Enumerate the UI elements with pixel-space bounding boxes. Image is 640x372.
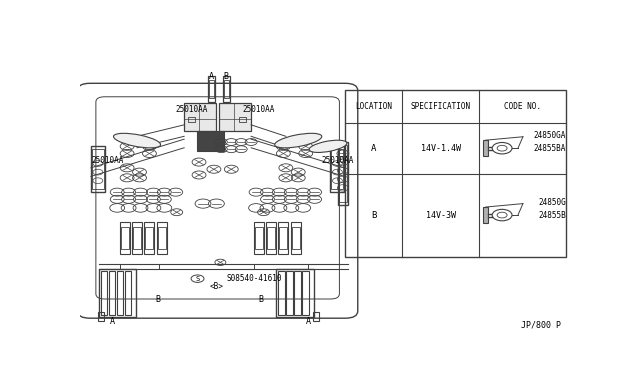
FancyBboxPatch shape [77,83,358,318]
Bar [278,271,285,315]
Bar [208,76,215,102]
Bar [91,146,105,192]
Text: A: A [109,317,115,326]
Bar [145,227,154,250]
Text: CODE NO.: CODE NO. [504,102,541,111]
Bar [286,271,292,315]
Bar [339,145,347,202]
Text: 24850GA: 24850GA [534,131,566,140]
Bar [196,131,224,151]
Bar [253,222,264,254]
Bar [209,80,214,97]
Bar [278,222,288,254]
Circle shape [294,138,302,143]
Bar [266,222,276,254]
Text: 25010AA: 25010AA [175,105,208,113]
Text: <B>: <B> [209,282,223,291]
Bar [302,271,308,315]
Text: B: B [259,295,264,304]
Text: SPECIFICATION: SPECIFICATION [411,102,471,111]
Bar [292,227,300,250]
Bar [92,149,104,189]
Text: LOCATION: LOCATION [355,102,392,111]
Text: B: B [156,295,161,304]
Bar [125,271,131,315]
Bar [312,312,319,321]
Bar [223,76,230,102]
Bar [120,222,130,254]
Bar [346,90,566,257]
Text: 14V-3W: 14V-3W [426,211,456,219]
Text: 24855BA: 24855BA [534,144,566,153]
Bar [267,227,275,250]
Bar [219,103,251,131]
Ellipse shape [309,140,347,153]
Bar [332,149,344,189]
Bar [145,222,154,254]
Text: 14V-1.4W: 14V-1.4W [421,144,461,153]
Bar [188,117,195,122]
Ellipse shape [275,133,322,148]
Circle shape [492,209,512,221]
Bar [483,141,488,156]
Text: S: S [195,276,200,282]
Bar [116,271,123,315]
Bar [483,207,488,223]
Text: 25010AA: 25010AA [91,156,124,165]
Bar [255,227,262,250]
Bar [133,227,141,250]
Bar [294,271,301,315]
Text: 25010AA: 25010AA [243,105,275,113]
Bar [280,227,287,250]
Bar [291,222,301,254]
Text: A: A [306,317,310,326]
Bar [239,117,246,122]
Bar [101,271,108,315]
Text: B: B [224,72,229,81]
Text: 24855B: 24855B [538,211,566,219]
Bar [99,269,136,317]
Circle shape [133,138,141,143]
Bar [330,146,344,192]
Bar [184,103,216,131]
Text: 24850G: 24850G [538,198,566,207]
Bar [98,312,104,321]
Text: S08540-41610: S08540-41610 [227,274,282,283]
Text: A: A [371,144,376,153]
Bar [158,227,166,250]
Circle shape [492,142,512,154]
Text: JP/800 P: JP/800 P [521,320,561,329]
Bar [157,222,167,254]
Bar [121,227,129,250]
Text: 25010AA: 25010AA [322,156,354,165]
Text: B: B [371,211,376,219]
Bar [109,271,115,315]
Bar [224,80,229,97]
Bar [276,269,314,317]
Text: A: A [209,72,214,81]
Ellipse shape [113,133,161,148]
Bar [338,142,348,205]
Bar [132,222,142,254]
